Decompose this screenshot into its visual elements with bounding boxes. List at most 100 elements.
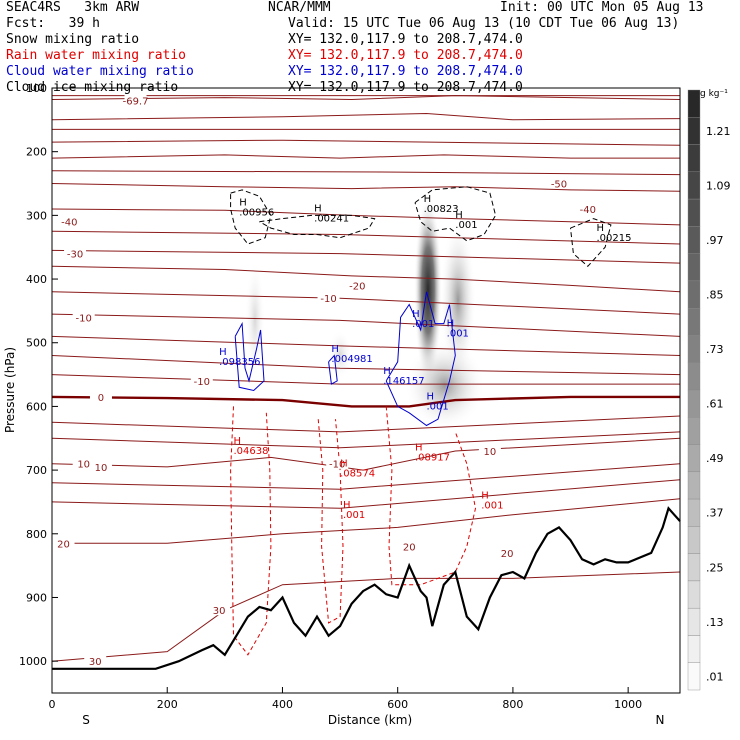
colorbar-swatch <box>687 553 701 582</box>
ice-contour <box>570 218 612 268</box>
north-end-label: N <box>656 713 665 727</box>
model-name: SEAC4RS 3km ARW <box>6 0 140 15</box>
colorbar-label: .01 <box>706 670 724 683</box>
rain-max-value: .08574 <box>340 468 375 479</box>
snow-max-value: .00215 <box>596 233 631 244</box>
rain-water-contour <box>230 406 272 656</box>
cloud-max-marker: H <box>426 392 434 403</box>
isotherm-label: -69.7 <box>123 97 149 108</box>
isotherm-labels: -69.7 -40 -30 -10 0 10 10 20 30 30 -20 -50 -40 20 20 10… <box>52 94 599 668</box>
cloud-max-value: .146157 <box>383 376 424 387</box>
colorbar-swatch <box>687 526 701 554</box>
isotherm-intermediate <box>51 170 681 176</box>
isotherm-intermediate <box>51 335 681 356</box>
isotherm--20 <box>51 208 681 226</box>
rain-max-marker: H <box>233 436 241 447</box>
cloud-max-marker: H <box>331 344 339 355</box>
snow-max-value: .00956 <box>239 207 274 218</box>
isotherm-intermediate <box>51 479 681 509</box>
isotherm-label-bg <box>346 279 369 291</box>
isotherm--30 <box>51 183 681 192</box>
field-cloud-xy: XY= 132.0,117.9 to 208.7,474.0 <box>288 64 523 79</box>
isotherm-label: 10 <box>484 447 497 458</box>
colorbar-swatch <box>687 444 701 473</box>
cloud-max-marker: H <box>383 366 391 377</box>
cloud-max-value: .001 <box>426 402 448 413</box>
colorbar-label: .37 <box>706 507 724 520</box>
isotherm-label-bg <box>496 546 519 558</box>
x-tick-label: 600 <box>387 698 408 711</box>
x-tick-label: 1000 <box>614 698 642 711</box>
rain-max-value: .08917 <box>415 453 450 464</box>
y-tick-label: 800 <box>26 528 47 541</box>
isotherm-label: 20 <box>57 539 70 550</box>
colorbar-swatch <box>687 253 701 282</box>
isotherm-label: -30 <box>67 250 83 261</box>
isotherm-intermediate <box>51 355 681 376</box>
colorbar-swatch <box>687 417 701 445</box>
snow-max-value: .001 <box>455 220 477 231</box>
isotherm-label-bg <box>548 177 571 189</box>
isotherm-label: -10 <box>76 313 92 324</box>
isotherm-label-bg <box>52 537 75 549</box>
isotherm-label-bg <box>190 374 213 386</box>
colorbar-swatch <box>687 198 701 227</box>
cloud-max-value: .001 <box>447 328 469 339</box>
isotherm--40 <box>51 154 680 159</box>
y-tick-label: 100 <box>26 82 47 95</box>
isotherm-label: 20 <box>501 549 514 560</box>
x-tick-label: 200 <box>157 698 178 711</box>
colorbar-label: .85 <box>706 289 724 302</box>
colorbar-label: .13 <box>706 616 724 629</box>
field-rain-xy: XY= 132.0,117.9 to 208.7,474.0 <box>288 48 523 63</box>
isotherm-intermediate <box>51 313 681 337</box>
snow-light-area-1 <box>245 260 265 380</box>
isotherm-label-bg <box>124 94 147 106</box>
cloud-water-contours <box>234 291 456 427</box>
isotherm-label-bg <box>398 540 421 552</box>
x-tick-label: 800 <box>502 698 523 711</box>
field-snow-xy: XY= 132.0,117.9 to 208.7,474.0 <box>288 32 523 47</box>
snow-max-marker: H <box>239 197 247 208</box>
forecast-hour: Fcst: 39 h <box>6 16 100 31</box>
ice-contour <box>259 214 376 239</box>
cloud-max-value: .004981 <box>331 354 372 365</box>
colorbar-swatch <box>687 662 701 691</box>
colorbar-swatch <box>687 471 701 500</box>
colorbar-label: .61 <box>706 398 724 411</box>
isotherm-label-bg <box>84 655 107 667</box>
snow-max-value: .00823 <box>424 204 459 215</box>
isotherm-label: -10 <box>194 377 210 388</box>
isotherm--60 <box>51 95 681 101</box>
cloud-max-marker: H <box>412 309 420 320</box>
ice-contour <box>414 186 497 242</box>
field-cloud-name: Cloud water mixing ratio <box>6 64 194 79</box>
isotherm-label-bg <box>326 457 349 469</box>
colorbar: 1.21 1.09 .97 .85 .73 .61 .49 .37 .25 .13 .01 <box>687 89 731 691</box>
colorbar-label: 1.21 <box>706 125 731 138</box>
x-tick-label: 0 <box>49 698 56 711</box>
colorbar-swatch <box>687 335 701 363</box>
isotherm-intermediate <box>51 291 681 315</box>
isotherm-10 <box>51 437 681 471</box>
isotherm--10 <box>51 265 681 293</box>
isotherm-label-bg <box>72 311 95 323</box>
ice-contours <box>230 186 612 268</box>
snow-shading <box>245 195 485 430</box>
snow-core <box>414 195 442 385</box>
isotherm-30 <box>51 571 681 662</box>
colorbar-swatch <box>687 607 701 636</box>
isotherm-label: -20 <box>349 281 365 292</box>
colorbar-swatch <box>687 89 701 118</box>
isotherm-label-bg <box>208 604 231 616</box>
isotherm-label: -10 <box>320 294 336 305</box>
colorbar-swatch <box>687 226 701 254</box>
isotherm-intermediate <box>51 230 681 245</box>
x-axis-label: Distance (km) <box>328 713 412 727</box>
colorbar-swatch <box>687 171 701 200</box>
y-tick-label: 200 <box>26 146 47 159</box>
colorbar-label: .97 <box>706 234 724 247</box>
snow-max-marker: H <box>596 223 604 234</box>
y-tick-label: 1000 <box>19 655 47 668</box>
